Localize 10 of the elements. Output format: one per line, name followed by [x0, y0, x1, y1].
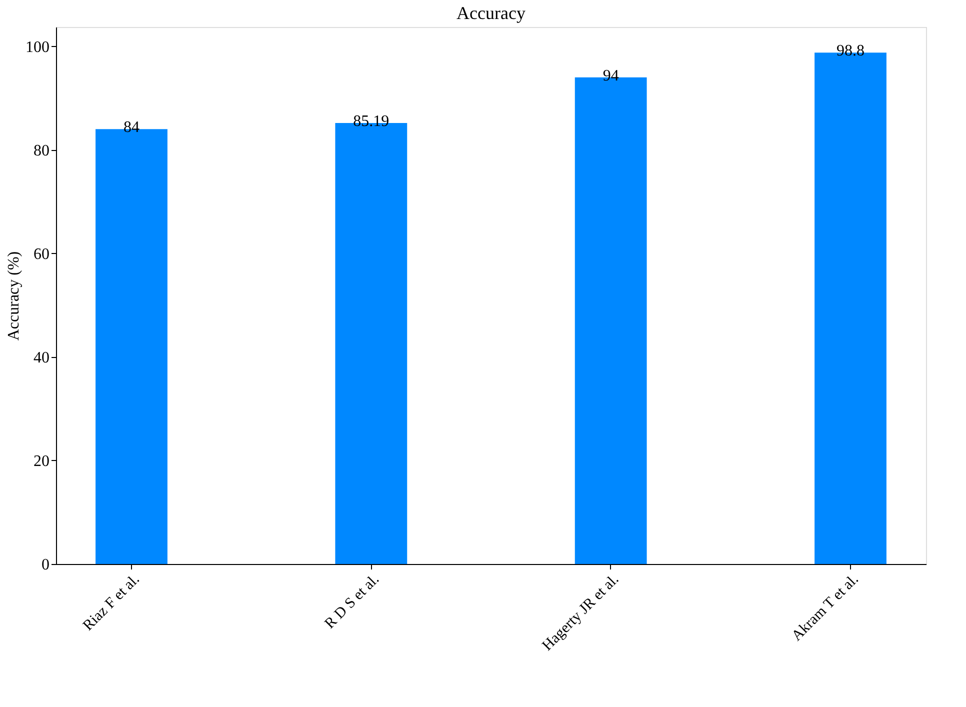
- y-axis-title: Accuracy (%): [6, 251, 22, 341]
- y-tick-label: 100: [26, 38, 50, 56]
- x-tick-label: Riaz F et al.: [80, 572, 143, 634]
- y-tick-label: 40: [34, 349, 50, 366]
- y-tick-label: 60: [34, 246, 50, 263]
- y-tick-label: 0: [42, 556, 50, 574]
- x-tick-label: R D S et al.: [322, 572, 382, 632]
- chart-title: Accuracy: [456, 3, 526, 23]
- y-tick-label: 20: [34, 452, 50, 470]
- y-tick-label: 80: [34, 142, 50, 160]
